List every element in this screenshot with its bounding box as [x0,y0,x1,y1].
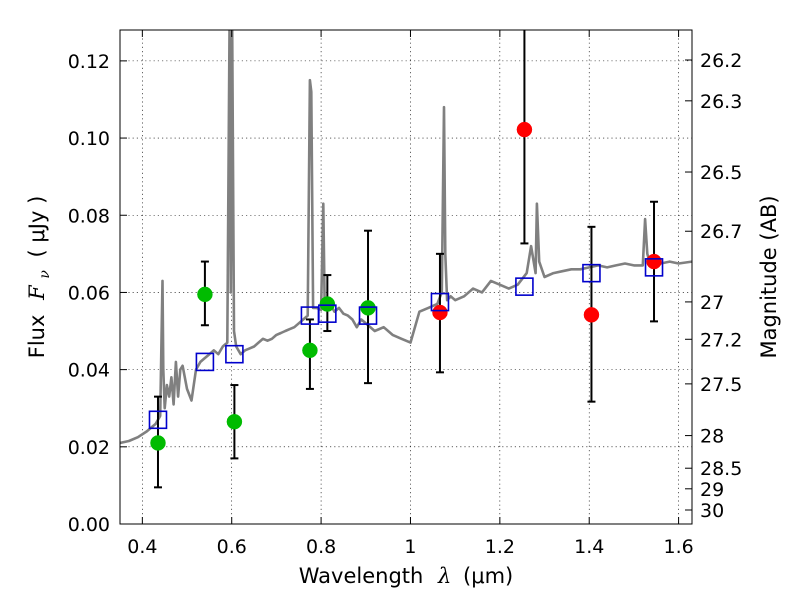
plot-background [120,30,692,524]
y-axis-label-unit: ( μJy ) [25,196,49,258]
magnitude-tick-label: 28.5 [700,458,742,480]
magnitude-tick-label: 28 [700,426,724,448]
x-tick-label: 1 [404,536,416,558]
magnitude-tick-label: 30 [700,500,724,522]
model-photometry-marker [582,263,601,283]
model-photometry-marker [515,277,534,296]
x-axis-label-unit: (μm) [463,564,513,588]
magnitude-tick-label: 26.3 [700,91,742,113]
x-axis-label-text: Wavelength [299,564,424,588]
x-axis-label: Wavelength λ (μm) [299,564,513,588]
x-axis-label-symbol: λ [437,564,451,588]
y-axis-label-subscript: ν [37,270,53,279]
x-tick-label: 1.6 [663,536,693,558]
magnitude-tick-label: 26.2 [700,50,742,72]
y-axis-label-text: Flux [25,315,49,359]
x-tick-label: 1.2 [485,536,515,558]
green-points-marker [319,296,336,312]
x-tick-label: 0.8 [306,536,336,558]
red-points-marker [432,304,448,321]
y-tick-label: 0.02 [68,437,110,459]
magnitude-tick-label: 27.5 [700,374,742,396]
errorbar-layer [153,30,659,489]
y-tick-label: 0.06 [68,282,110,304]
y-tick-label: 0.08 [68,205,110,227]
green-points-marker [150,435,166,451]
magnitude-tick-label: 26.7 [700,221,742,243]
model-photometry-marker [225,344,244,364]
grid-lines [120,30,692,524]
red-points-marker [583,307,600,323]
red-points-marker [516,121,533,138]
green-points-marker [197,286,213,303]
y-axis-label: Flux F ν ( μJy ) [25,196,54,359]
plot-frame [119,29,693,525]
y-tick-label: 0.04 [68,360,110,382]
y-axis-ticks: 0.00 0.02 0.04 0.06 0.08 0.10 0.12 [68,51,127,536]
model-photometry-marker [358,306,378,325]
y-tick-label: 0.00 [68,514,110,536]
model-photometry-marker [195,352,215,372]
green-points-marker [226,413,243,430]
x-axis-ticks: 0.4 0.6 0.8 1 1.2 1.4 1.6 [127,30,694,558]
magnitude-tick-label: 29 [700,479,724,501]
y-axis-label-symbol: F [25,284,49,301]
x-tick-label: 0.4 [127,536,157,558]
magnitude-axis-label: Magnitude (AB) [757,195,781,358]
green-points-marker [302,342,318,359]
x-tick-label: 0.6 [217,536,247,558]
model-photometry-marker [318,304,337,323]
red-points-marker [646,253,662,270]
x-tick-label: 1.4 [574,536,604,558]
model-photometry-marker [148,410,168,430]
model-photometry-marker [430,292,450,312]
magnitude-tick-label: 26.5 [700,162,742,184]
magnitude-tick-label: 27 [700,292,724,314]
y-tick-label: 0.12 [68,51,110,73]
marker-layer [148,121,664,451]
magnitude-tick-label: 27.2 [700,329,742,351]
model-photometry-marker [644,258,664,277]
y-tick-label: 0.10 [68,128,110,150]
